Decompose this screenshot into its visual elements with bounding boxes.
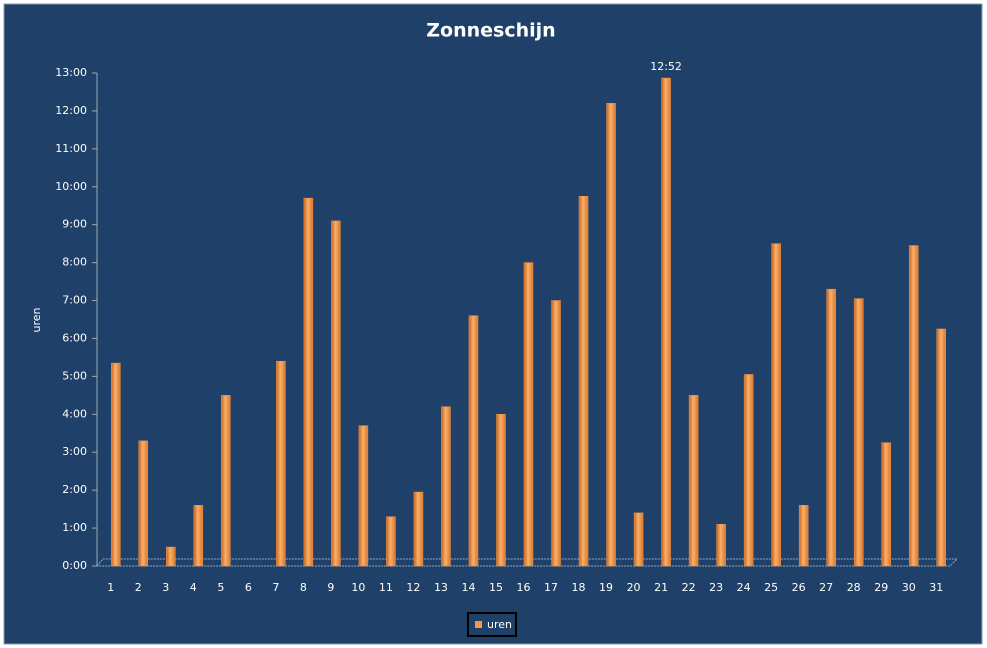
x-tick-label: 28 bbox=[847, 581, 861, 594]
x-tick-label: 5 bbox=[217, 581, 224, 594]
x-tick-label: 1 bbox=[107, 581, 114, 594]
y-tick-label: 5:00 bbox=[62, 369, 87, 382]
bar bbox=[853, 298, 864, 567]
x-tick-label: 25 bbox=[764, 581, 778, 594]
y-tick-label: 6:00 bbox=[62, 331, 87, 344]
bar bbox=[138, 440, 149, 567]
x-tick-label: 9 bbox=[327, 581, 334, 594]
x-tick-label: 24 bbox=[737, 581, 751, 594]
x-tick-label: 31 bbox=[929, 581, 943, 594]
x-tick-label: 23 bbox=[709, 581, 723, 594]
x-tick-label: 11 bbox=[379, 581, 393, 594]
bar bbox=[166, 546, 176, 567]
bar bbox=[661, 77, 671, 567]
bar bbox=[578, 196, 589, 567]
bar bbox=[771, 243, 781, 567]
bar bbox=[276, 360, 286, 567]
x-tick-label: 20 bbox=[627, 581, 641, 594]
x-tick-label: 17 bbox=[544, 581, 558, 594]
x-axis bbox=[96, 558, 959, 567]
y-tick-label: 13:00 bbox=[55, 66, 87, 79]
bar bbox=[413, 491, 424, 567]
bar bbox=[688, 395, 699, 567]
chart-title: Zonneschijn bbox=[426, 20, 555, 42]
x-tick-label: 29 bbox=[874, 581, 888, 594]
bar bbox=[936, 328, 946, 567]
bar bbox=[358, 425, 369, 567]
chart-frame bbox=[3, 3, 983, 645]
x-tick-label: 7 bbox=[272, 581, 279, 594]
bar bbox=[468, 315, 479, 567]
x-tick-label: 4 bbox=[190, 581, 197, 594]
x-tick-label: 19 bbox=[599, 581, 613, 594]
x-tick-label: 8 bbox=[300, 581, 307, 594]
bar bbox=[881, 442, 891, 567]
x-tick-label: 21 bbox=[654, 581, 668, 594]
bar bbox=[441, 406, 451, 567]
bar bbox=[716, 524, 726, 567]
legend-swatch bbox=[475, 621, 482, 628]
y-tick-label: 3:00 bbox=[62, 445, 87, 458]
bar bbox=[193, 505, 204, 567]
x-tick-label: 22 bbox=[682, 581, 696, 594]
bar bbox=[826, 288, 836, 567]
bar bbox=[798, 505, 809, 567]
bar bbox=[386, 516, 396, 567]
x-tick-label: 10 bbox=[351, 581, 365, 594]
x-tick-label: 13 bbox=[434, 581, 448, 594]
y-tick-label: 2:00 bbox=[62, 483, 87, 496]
x-tick-label: 14 bbox=[461, 581, 475, 594]
y-tick-label: 12:00 bbox=[55, 104, 87, 117]
data-label: 12:52 bbox=[650, 60, 682, 73]
x-tick-label: 2 bbox=[135, 581, 142, 594]
bar bbox=[221, 395, 231, 567]
bar bbox=[551, 300, 561, 567]
y-tick-label: 7:00 bbox=[62, 294, 87, 307]
bar bbox=[633, 512, 644, 567]
bar bbox=[331, 220, 341, 567]
bar bbox=[523, 262, 534, 567]
x-tick-label: 27 bbox=[819, 581, 833, 594]
x-tick-label: 6 bbox=[245, 581, 252, 594]
bar bbox=[908, 245, 919, 567]
legend-box bbox=[467, 612, 517, 637]
y-tick-label: 8:00 bbox=[62, 256, 87, 269]
bar bbox=[111, 362, 121, 567]
y-axis-label: uren bbox=[30, 307, 43, 332]
x-tick-label: 12 bbox=[406, 581, 420, 594]
bar bbox=[743, 374, 754, 567]
y-tick-label: 0:00 bbox=[62, 559, 87, 572]
y-tick-label: 10:00 bbox=[55, 180, 87, 193]
x-tick-label: 16 bbox=[517, 581, 531, 594]
y-tick-label: 9:00 bbox=[62, 218, 87, 231]
bar bbox=[496, 414, 506, 567]
y-tick-label: 11:00 bbox=[55, 142, 87, 155]
x-tick-label: 26 bbox=[792, 581, 806, 594]
y-tick-label: 1:00 bbox=[62, 521, 87, 534]
x-tick-label: 18 bbox=[572, 581, 586, 594]
bar bbox=[606, 103, 616, 567]
legend-label: uren bbox=[487, 618, 512, 631]
y-tick-label: 4:00 bbox=[62, 407, 87, 420]
bar bbox=[303, 197, 314, 567]
x-tick-label: 30 bbox=[902, 581, 916, 594]
x-tick-label: 15 bbox=[489, 581, 503, 594]
x-tick-label: 3 bbox=[162, 581, 169, 594]
